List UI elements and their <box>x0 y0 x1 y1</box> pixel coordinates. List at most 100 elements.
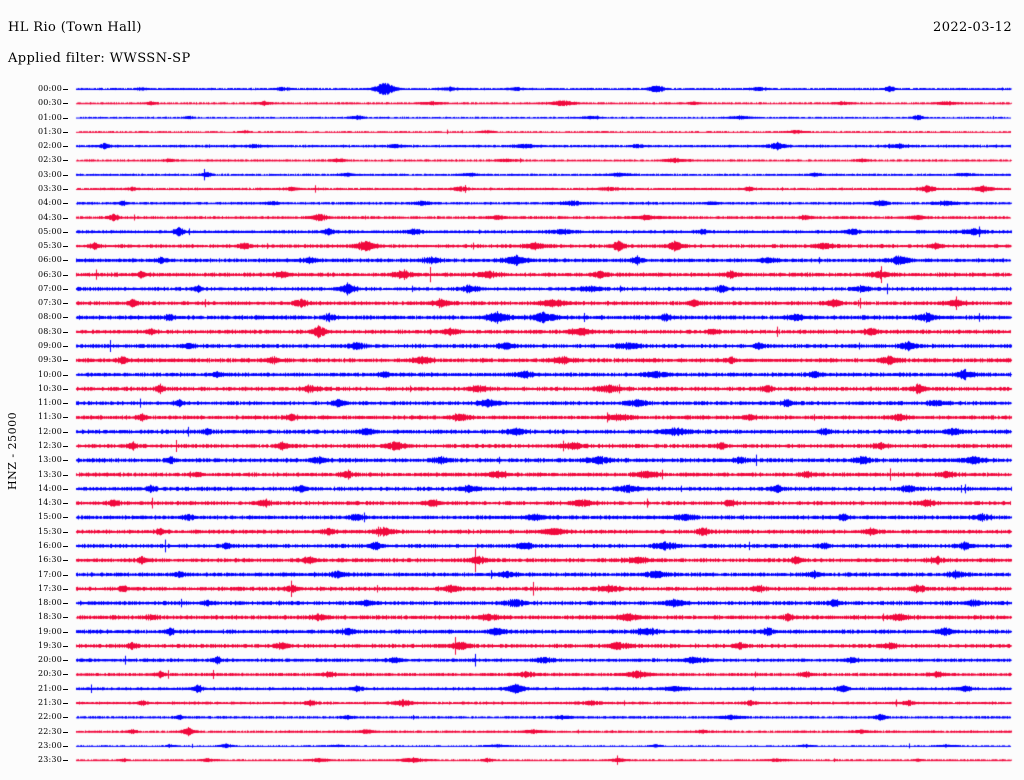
time-label: 03:30 <box>37 183 62 193</box>
time-label: 15:00 <box>37 512 62 522</box>
page-title: HL Rio (Town Hall) <box>8 20 142 35</box>
time-label: 21:30 <box>37 698 62 708</box>
axis-tick <box>63 188 68 190</box>
time-label: 15:30 <box>37 526 62 536</box>
axis-tick <box>63 203 68 205</box>
time-label: 09:30 <box>37 355 62 365</box>
axis-tick <box>63 645 68 647</box>
axis-tick <box>63 503 68 505</box>
axis-tick <box>63 617 68 619</box>
axis-tick <box>63 688 68 690</box>
axis-tick <box>63 331 68 333</box>
time-label: 03:00 <box>37 169 62 179</box>
time-label: 05:30 <box>37 241 62 251</box>
time-label: 10:30 <box>37 383 62 393</box>
time-label: 00:30 <box>37 98 62 108</box>
time-label: 16:00 <box>37 540 62 550</box>
axis-tick <box>63 631 68 633</box>
axis-tick <box>63 346 68 348</box>
axis-tick <box>63 417 68 419</box>
time-label: 22:00 <box>37 712 62 722</box>
axis-tick <box>63 603 68 605</box>
time-label: 22:30 <box>37 726 62 736</box>
time-label: 08:00 <box>37 312 62 322</box>
axis-tick <box>63 288 68 290</box>
axis-tick <box>63 745 68 747</box>
time-label: 04:30 <box>37 212 62 222</box>
time-label: 12:00 <box>37 426 62 436</box>
seismogram-traces <box>0 80 1024 780</box>
axis-tick <box>63 431 68 433</box>
axis-tick <box>63 317 68 319</box>
axis-tick <box>63 731 68 733</box>
record-date: 2022-03-12 <box>933 20 1012 35</box>
time-label: 02:30 <box>37 155 62 165</box>
time-label: 10:00 <box>37 369 62 379</box>
axis-tick <box>63 545 68 547</box>
time-axis: 00:00 00:30 01:00 01:30 02:00 02:30 03:00 03:30… <box>0 80 76 780</box>
applied-filter-label: Applied filter: WWSSN-SP <box>8 51 191 66</box>
axis-tick <box>63 260 68 262</box>
axis-tick <box>63 517 68 519</box>
time-label: 16:30 <box>37 555 62 565</box>
time-label: 04:00 <box>37 198 62 208</box>
axis-tick <box>63 588 68 590</box>
axis-tick <box>63 446 68 447</box>
time-label: 14:30 <box>37 498 62 508</box>
axis-tick <box>63 660 68 662</box>
axis-tick <box>63 117 68 119</box>
axis-tick <box>63 374 68 376</box>
axis-tick <box>63 146 68 148</box>
axis-tick <box>63 760 68 762</box>
time-label: 06:00 <box>37 255 62 265</box>
time-label: 18:00 <box>37 598 62 608</box>
time-label: 07:30 <box>37 298 62 308</box>
time-label: 20:00 <box>37 655 62 665</box>
time-label: 08:30 <box>37 326 62 336</box>
axis-tick <box>63 488 68 490</box>
time-label: 21:00 <box>37 683 62 693</box>
time-label: 19:00 <box>37 626 62 636</box>
axis-tick <box>63 403 68 405</box>
axis-tick <box>63 560 68 562</box>
time-label: 12:30 <box>37 441 62 450</box>
time-label: 20:30 <box>37 669 62 679</box>
axis-tick <box>63 160 68 162</box>
axis-tick <box>63 103 68 105</box>
axis-tick <box>63 274 68 276</box>
time-label: 13:00 <box>37 455 62 465</box>
axis-tick <box>63 174 68 176</box>
seismogram-plot: 00:00 00:30 01:00 01:30 02:00 02:30 03:00 03:30… <box>0 80 1024 780</box>
axis-tick <box>63 574 68 576</box>
time-label: 11:00 <box>37 398 62 408</box>
axis-tick <box>63 217 68 219</box>
time-label: 07:00 <box>37 283 62 293</box>
time-label: 23:00 <box>37 740 62 750</box>
time-label: 19:30 <box>37 640 62 650</box>
time-label: 17:00 <box>37 569 62 579</box>
time-label: 11:30 <box>37 412 62 422</box>
axis-tick <box>63 303 68 305</box>
time-label: 23:30 <box>37 755 62 765</box>
time-label: 14:00 <box>37 483 62 493</box>
axis-tick <box>63 360 68 362</box>
time-label: 05:00 <box>37 226 62 236</box>
axis-tick <box>63 674 68 676</box>
axis-tick <box>63 703 68 705</box>
axis-tick <box>63 531 68 533</box>
time-label: 18:30 <box>37 612 62 622</box>
axis-tick <box>63 717 68 719</box>
time-label: 00:00 <box>37 84 62 93</box>
axis-tick <box>63 388 68 390</box>
axis-tick <box>63 246 68 248</box>
time-label: 09:00 <box>37 341 62 351</box>
axis-tick <box>63 474 68 476</box>
time-label: 01:30 <box>37 126 62 136</box>
time-label: 17:30 <box>37 583 62 593</box>
time-label: 02:00 <box>37 141 62 151</box>
axis-tick <box>63 89 68 90</box>
axis-tick <box>63 231 68 233</box>
time-label: 13:30 <box>37 469 62 479</box>
time-label: 01:00 <box>37 112 62 122</box>
axis-tick <box>63 131 68 133</box>
